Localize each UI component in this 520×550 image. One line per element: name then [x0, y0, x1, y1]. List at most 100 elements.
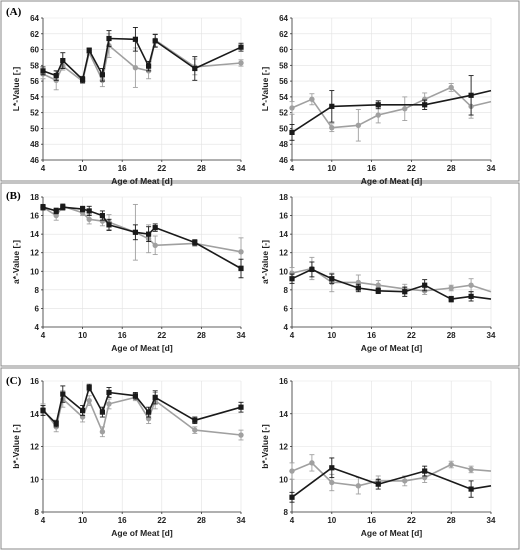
y-tick-label: 54 — [279, 93, 288, 102]
x-tick-label: 10 — [78, 516, 87, 525]
data-point — [86, 216, 92, 222]
data-point — [329, 465, 335, 471]
data-point — [99, 429, 106, 435]
y-tick-label: 58 — [279, 61, 288, 70]
data-point — [289, 276, 295, 282]
y-tick-label: 10 — [279, 475, 288, 484]
x-tick-label: 10 — [78, 164, 87, 173]
x-tick-label: 10 — [327, 516, 336, 525]
y-tick-label: 52 — [279, 109, 288, 118]
series-0 — [289, 457, 492, 503]
data-point — [309, 96, 315, 102]
data-point — [289, 129, 295, 135]
series-1 — [289, 83, 492, 142]
y-axis-label: b*-Value [-] — [260, 424, 270, 469]
chart-A-left: (A) 46 48 50 52 54 56 58 60 62 64 4 10 16 22 28 34 Age of… — [6, 6, 246, 186]
x-tick-label: 28 — [197, 164, 206, 173]
y-tick-label: 62 — [279, 30, 288, 39]
data-point — [422, 102, 428, 108]
x-tick-label: 28 — [197, 331, 206, 340]
data-point — [80, 206, 86, 212]
series-1 — [40, 203, 244, 267]
series-0 — [40, 203, 244, 279]
x-tick-label: 22 — [157, 516, 166, 525]
data-point — [375, 481, 381, 487]
x-tick-label: 16 — [367, 164, 376, 173]
x-tick-label: 16 — [367, 516, 376, 525]
data-point — [468, 293, 474, 299]
data-point — [309, 266, 315, 273]
data-point — [238, 60, 244, 66]
data-point — [152, 394, 158, 400]
y-tick-label: 8 — [284, 508, 289, 517]
x-tick-label: 10 — [78, 331, 87, 340]
y-tick-label: 50 — [30, 124, 39, 133]
series-line — [291, 267, 492, 293]
x-axis-label: Age of Meat [d] — [361, 343, 423, 353]
data-point — [99, 212, 105, 219]
data-point — [53, 208, 59, 214]
x-axis-label: Age of Meat [d] — [111, 176, 173, 186]
data-point — [192, 417, 198, 423]
data-point — [238, 432, 244, 438]
data-point — [192, 427, 198, 433]
data-point — [421, 96, 428, 102]
data-point — [152, 242, 158, 248]
data-point — [238, 44, 244, 50]
y-tick-label: 10 — [30, 267, 39, 276]
data-point — [329, 124, 335, 131]
data-point — [402, 106, 408, 112]
panel-label: (C) — [6, 375, 22, 387]
data-point — [468, 282, 474, 288]
series-line — [42, 396, 242, 436]
x-axis-label: Age of Meat [d] — [111, 528, 173, 538]
data-point — [422, 282, 428, 288]
x-tick-label: 4 — [290, 164, 295, 173]
y-tick-label: 48 — [279, 140, 288, 149]
y-tick-label: 8 — [35, 286, 40, 295]
y-tick-label: 12 — [30, 249, 39, 258]
y-tick-label: 4 — [35, 323, 40, 332]
data-point — [40, 407, 46, 414]
data-point — [329, 276, 335, 282]
y-axis-label: b*-Value [-] — [11, 424, 21, 469]
x-tick-label: 34 — [237, 164, 246, 173]
y-tick-label: 12 — [279, 443, 288, 452]
x-tick-label: 4 — [41, 516, 46, 525]
x-tick-label: 34 — [487, 164, 496, 173]
chart-C-left: (C) 8 10 12 14 16 4 10 16 22 28 34 Age of Meat [d] b*… — [6, 375, 246, 538]
y-axis-label: L*-Value [-] — [260, 67, 270, 112]
y-tick-label: 8 — [284, 286, 289, 295]
data-point — [289, 468, 295, 474]
data-point — [106, 222, 112, 228]
data-point — [80, 76, 86, 83]
x-tick-label: 16 — [118, 331, 127, 340]
data-point — [468, 92, 474, 98]
y-tick-label: 46 — [30, 156, 39, 165]
series-line — [42, 386, 242, 425]
data-point — [146, 231, 152, 237]
chart-C-right: 8 10 12 14 16 4 10 16 22 28 34 Age of Meat [d] b*-Va… — [260, 377, 496, 538]
data-point — [152, 38, 158, 44]
data-point — [468, 466, 474, 473]
y-tick-label: 52 — [30, 109, 39, 118]
y-tick-label: 16 — [30, 212, 39, 221]
x-tick-label: 4 — [41, 331, 46, 340]
x-tick-label: 28 — [447, 516, 456, 525]
x-tick-label: 22 — [407, 516, 416, 525]
data-point — [375, 288, 381, 294]
data-point — [309, 460, 315, 466]
y-tick-label: 16 — [279, 212, 288, 221]
data-point — [86, 47, 92, 53]
panel-frame-1 — [0, 182, 520, 367]
y-tick-label: 4 — [284, 323, 289, 332]
y-tick-label: 12 — [279, 249, 288, 258]
x-tick-label: 34 — [487, 516, 496, 525]
data-point — [86, 208, 92, 214]
data-point — [375, 102, 381, 108]
y-tick-label: 62 — [30, 30, 39, 39]
data-point — [53, 72, 59, 79]
data-point — [86, 384, 92, 391]
y-tick-label: 14 — [279, 410, 288, 419]
